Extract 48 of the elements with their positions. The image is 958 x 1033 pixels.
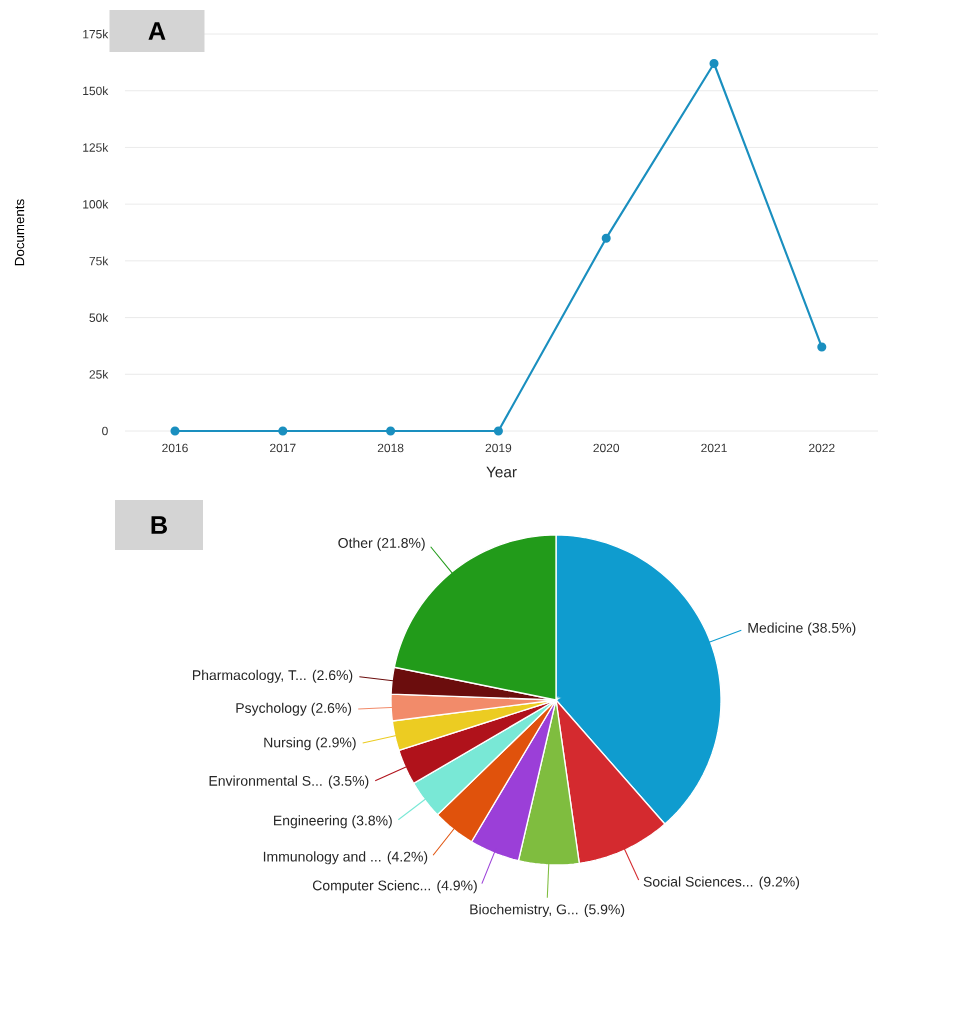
x-tick-label: 2020	[593, 443, 620, 453]
data-label: (3.5%)	[328, 775, 369, 789]
slice-label: Other	[338, 537, 373, 548]
slice-label: Social Sciences...	[643, 876, 753, 887]
data-label: (2.6%)	[312, 669, 353, 683]
slice-label: Nursing	[264, 737, 311, 751]
slice-label: Engineering	[274, 815, 347, 829]
point	[170, 426, 180, 436]
slice-label: Immunology and ...	[263, 851, 381, 865]
x-tick-label: 2016	[162, 443, 188, 453]
slice-label: Computer Scienc...	[312, 880, 430, 894]
data-label: (3.8%)	[352, 815, 392, 829]
slice-label: Psychology	[236, 702, 307, 716]
data-label: (5.9%)	[584, 904, 625, 918]
data-label: (4.2%)	[387, 851, 428, 865]
slice-label: Environmental S...	[209, 775, 322, 786]
point	[386, 426, 396, 436]
x-tick-label: 2021	[701, 443, 727, 453]
y-tick-label: 125k	[83, 143, 109, 152]
y-tick-label: 100k	[83, 199, 109, 209]
x-tick-label: 2017	[270, 443, 296, 453]
data-label: (4.9%)	[437, 880, 477, 894]
x-tick-label: 2022	[809, 443, 835, 453]
y-tick-label: 25k	[89, 369, 109, 379]
point	[278, 426, 288, 436]
point	[601, 233, 611, 243]
slice-label: Pharmacology, T...	[193, 669, 306, 683]
point	[709, 58, 719, 69]
y-tick-label: 75k	[89, 256, 109, 266]
text: B	[151, 516, 167, 534]
slice-label: Biochemistry, G...	[470, 904, 578, 918]
x-tick-label: 2019	[485, 443, 512, 453]
annotation: A	[148, 22, 166, 40]
y-tick-label: 50k	[89, 313, 109, 322]
y-axis-title: Documents	[14, 199, 25, 266]
x-axis-title: Year	[486, 466, 517, 478]
data-label: (21.8%)	[377, 537, 425, 551]
point	[817, 342, 827, 352]
slice-label: Medicine	[748, 622, 803, 633]
point	[493, 426, 503, 436]
y-tick-label: 150k	[83, 86, 109, 96]
x-tick-label: 2018	[377, 443, 404, 453]
data-label: (2.6%)	[311, 702, 352, 716]
data-label: (38.5%)	[808, 622, 856, 636]
data-label: (9.2%)	[759, 876, 800, 890]
y-tick-label: 0	[102, 426, 108, 436]
data-label: (2.9%)	[316, 737, 356, 751]
y-tick-label: 175k	[83, 29, 109, 39]
